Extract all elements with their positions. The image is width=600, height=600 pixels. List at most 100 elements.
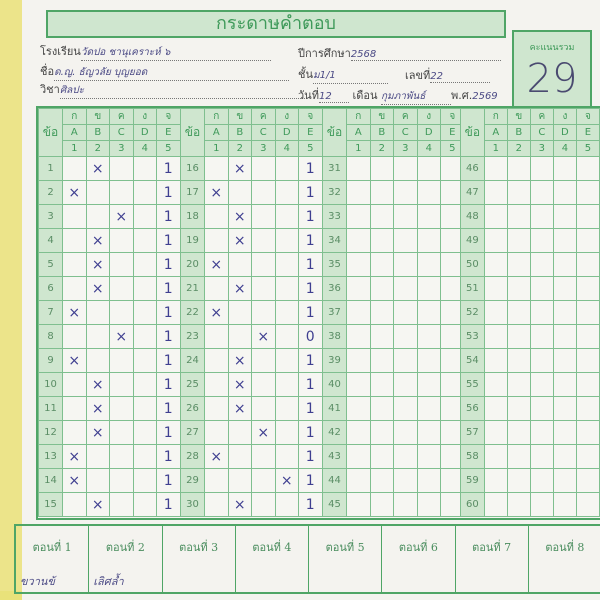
score-cell[interactable]: 1 xyxy=(156,396,181,421)
answer-cell-A[interactable]: × xyxy=(62,300,87,325)
answer-cell-B[interactable]: × xyxy=(227,492,252,517)
answer-cell-D[interactable] xyxy=(416,180,441,205)
answer-cell-D[interactable] xyxy=(274,252,299,277)
answer-cell-A[interactable] xyxy=(346,276,371,301)
answer-cell-D[interactable] xyxy=(274,156,299,181)
answer-cell-C[interactable] xyxy=(251,468,276,493)
answer-cell-D[interactable] xyxy=(132,204,157,229)
answer-cell-A[interactable] xyxy=(204,396,229,421)
answer-cell-B[interactable] xyxy=(506,228,531,253)
answer-cell-B[interactable] xyxy=(369,372,394,397)
answer-cell-B[interactable]: × xyxy=(85,396,110,421)
answer-cell-D[interactable] xyxy=(274,372,299,397)
answer-cell-A[interactable] xyxy=(346,300,371,325)
answer-cell-B[interactable] xyxy=(506,156,531,181)
answer-cell-C[interactable] xyxy=(529,252,554,277)
answer-cell-B[interactable] xyxy=(227,252,252,277)
answer-cell-A[interactable] xyxy=(346,420,371,445)
answer-cell-D[interactable] xyxy=(132,468,157,493)
answer-cell-A[interactable] xyxy=(204,276,229,301)
answer-cell-C[interactable] xyxy=(393,420,418,445)
answer-cell-A[interactable] xyxy=(62,420,87,445)
answer-cell-A[interactable] xyxy=(483,228,508,253)
answer-cell-D[interactable] xyxy=(416,228,441,253)
answer-cell-D[interactable] xyxy=(552,348,577,373)
answer-cell-A[interactable]: × xyxy=(62,348,87,373)
score-cell[interactable]: 1 xyxy=(156,156,181,181)
answer-cell-B[interactable] xyxy=(369,492,394,517)
score-cell[interactable]: 1 xyxy=(298,468,323,493)
answer-cell-A[interactable] xyxy=(346,324,371,349)
answer-cell-B[interactable] xyxy=(506,420,531,445)
part-8[interactable]: ตอนที่ 8 xyxy=(529,526,600,592)
answer-cell-C[interactable] xyxy=(109,228,134,253)
answer-cell-C[interactable] xyxy=(393,228,418,253)
answer-cell-C[interactable] xyxy=(251,348,276,373)
answer-cell-C[interactable] xyxy=(109,276,134,301)
answer-cell-C[interactable] xyxy=(109,252,134,277)
answer-cell-C[interactable] xyxy=(529,228,554,253)
score-cell[interactable]: 0 xyxy=(298,324,323,349)
answer-cell-C[interactable] xyxy=(529,348,554,373)
answer-cell-D[interactable] xyxy=(274,276,299,301)
score-cell[interactable]: 1 xyxy=(156,180,181,205)
answer-cell-B[interactable] xyxy=(369,276,394,301)
answer-cell-A[interactable] xyxy=(62,204,87,229)
answer-cell-A[interactable] xyxy=(346,444,371,469)
answer-cell-B[interactable] xyxy=(506,300,531,325)
answer-cell-C[interactable] xyxy=(393,252,418,277)
answer-cell-A[interactable] xyxy=(483,204,508,229)
answer-cell-D[interactable] xyxy=(552,156,577,181)
answer-cell-B[interactable]: × xyxy=(227,396,252,421)
score-cell[interactable]: 1 xyxy=(298,492,323,517)
answer-cell-A[interactable] xyxy=(204,228,229,253)
answer-cell-C[interactable] xyxy=(393,276,418,301)
score-cell[interactable] xyxy=(575,276,600,301)
answer-cell-D[interactable] xyxy=(274,444,299,469)
answer-cell-D[interactable] xyxy=(132,420,157,445)
answer-cell-A[interactable]: × xyxy=(204,180,229,205)
answer-cell-A[interactable] xyxy=(204,324,229,349)
answer-cell-A[interactable] xyxy=(346,180,371,205)
answer-cell-A[interactable] xyxy=(346,396,371,421)
part-4[interactable]: ตอนที่ 4 xyxy=(236,526,309,592)
answer-cell-D[interactable] xyxy=(274,300,299,325)
score-cell[interactable] xyxy=(575,228,600,253)
answer-cell-B[interactable] xyxy=(506,252,531,277)
answer-cell-D[interactable] xyxy=(274,420,299,445)
answer-cell-C[interactable] xyxy=(529,180,554,205)
score-cell[interactable] xyxy=(575,396,600,421)
score-cell[interactable] xyxy=(575,300,600,325)
answer-cell-C[interactable] xyxy=(393,468,418,493)
answer-cell-A[interactable] xyxy=(204,348,229,373)
answer-cell-D[interactable] xyxy=(552,468,577,493)
score-cell[interactable]: 1 xyxy=(298,180,323,205)
answer-cell-B[interactable] xyxy=(369,348,394,373)
answer-cell-C[interactable] xyxy=(251,180,276,205)
answer-cell-D[interactable] xyxy=(416,252,441,277)
score-cell[interactable]: 1 xyxy=(156,300,181,325)
answer-cell-B[interactable]: × xyxy=(227,372,252,397)
answer-cell-C[interactable] xyxy=(251,276,276,301)
answer-cell-D[interactable] xyxy=(274,348,299,373)
answer-cell-A[interactable] xyxy=(62,276,87,301)
answer-cell-D[interactable]: × xyxy=(274,468,299,493)
answer-cell-A[interactable] xyxy=(483,396,508,421)
answer-cell-D[interactable] xyxy=(132,372,157,397)
answer-cell-C[interactable] xyxy=(529,276,554,301)
answer-cell-A[interactable] xyxy=(483,156,508,181)
answer-cell-A[interactable]: × xyxy=(62,468,87,493)
score-cell[interactable]: 1 xyxy=(298,396,323,421)
answer-cell-A[interactable] xyxy=(346,252,371,277)
answer-cell-B[interactable] xyxy=(227,180,252,205)
score-cell[interactable]: 1 xyxy=(298,252,323,277)
answer-cell-B[interactable] xyxy=(369,204,394,229)
answer-cell-D[interactable] xyxy=(132,300,157,325)
answer-cell-C[interactable] xyxy=(529,324,554,349)
answer-cell-C[interactable] xyxy=(251,204,276,229)
part-5[interactable]: ตอนที่ 5 xyxy=(309,526,383,592)
answer-cell-B[interactable]: × xyxy=(227,204,252,229)
part-3[interactable]: ตอนที่ 3 xyxy=(163,526,236,592)
answer-cell-D[interactable] xyxy=(552,492,577,517)
score-cell[interactable]: 1 xyxy=(298,444,323,469)
